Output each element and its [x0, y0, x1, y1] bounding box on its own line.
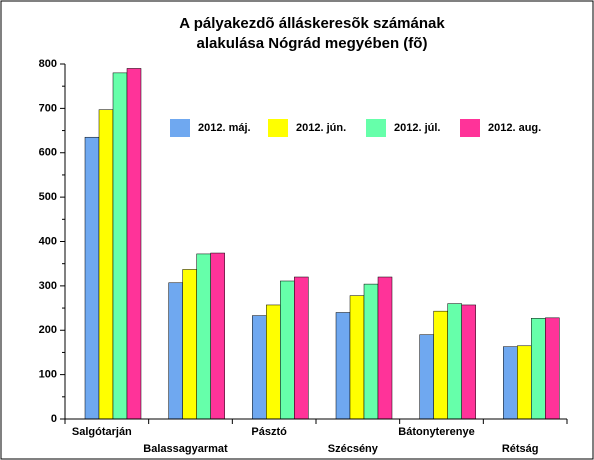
legend-swatch — [268, 119, 288, 137]
bar — [377, 276, 393, 420]
bar — [363, 283, 379, 420]
x-tick-label: Pásztó — [251, 426, 287, 438]
x-tick-label: Bátonyterenye — [398, 426, 474, 438]
legend-label: 2012. máj. — [198, 122, 251, 134]
y-tick-label: 400 — [39, 235, 57, 247]
bar — [419, 334, 434, 420]
bar — [280, 280, 295, 420]
bar — [545, 317, 560, 420]
y-tick-label: 600 — [39, 147, 57, 159]
x-tick-label: Szécsény — [328, 443, 379, 455]
bar — [517, 345, 532, 420]
plot-area — [65, 64, 567, 419]
bar — [294, 276, 309, 420]
x-tick-label: Rétság — [502, 443, 539, 455]
bar — [531, 318, 546, 420]
bar — [182, 269, 197, 420]
bar — [98, 109, 114, 420]
chart-title: A pályakezdõ álláskeresõk számának — [179, 15, 445, 32]
bar — [112, 72, 128, 420]
y-tick-label: 800 — [39, 58, 57, 70]
y-tick-label: 0 — [51, 413, 57, 425]
bar — [503, 346, 518, 420]
bar — [168, 282, 183, 420]
legend-swatch — [366, 119, 386, 137]
bar — [126, 68, 142, 420]
legend-swatch — [460, 119, 480, 137]
x-tick-label: Salgótarján — [72, 426, 132, 438]
y-tick-label: 200 — [39, 324, 57, 336]
bar — [84, 136, 100, 420]
bar — [196, 253, 211, 420]
bar — [433, 310, 448, 420]
bar — [447, 303, 462, 420]
bar — [266, 304, 281, 420]
legend-label: 2012. júl. — [394, 122, 440, 134]
bar — [461, 304, 476, 420]
y-tick-label: 500 — [39, 191, 57, 203]
chart-title: alakulása Nógrád megyében (fõ) — [197, 35, 428, 52]
bar — [349, 295, 365, 420]
legend-label: 2012. jún. — [296, 122, 346, 134]
legend-label: 2012. aug. — [488, 122, 541, 134]
x-tick-label: Balassagyarmat — [143, 443, 228, 455]
y-tick-label: 300 — [39, 280, 57, 292]
legend-swatch — [170, 119, 190, 137]
y-tick-label: 100 — [39, 369, 57, 381]
bar — [335, 312, 351, 420]
bar — [252, 315, 267, 420]
bar — [210, 252, 225, 420]
y-tick-label: 700 — [39, 102, 57, 114]
